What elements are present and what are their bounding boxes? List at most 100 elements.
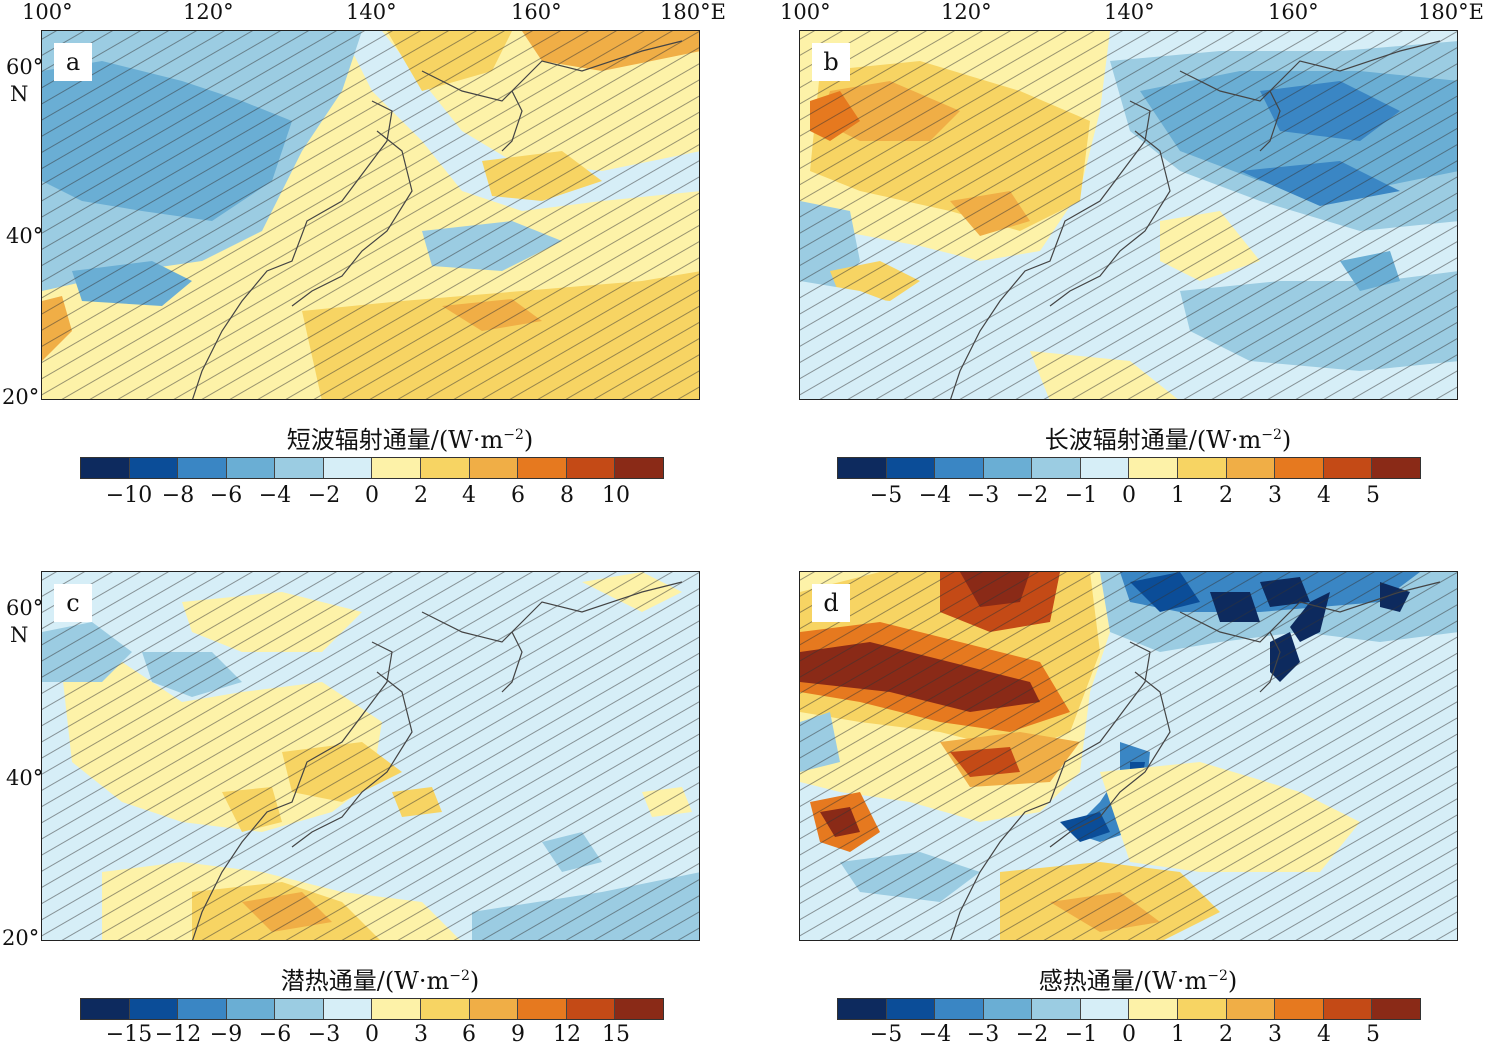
- unit-prefix: /(W·m: [1188, 426, 1262, 454]
- lat-unit: N: [10, 623, 29, 647]
- colorbar-title: 长波辐射通量/(W·m−2): [958, 420, 1378, 455]
- colorbar-cell: [226, 458, 276, 478]
- unit-suffix: ): [469, 967, 480, 995]
- lon-tick: 160°: [1268, 0, 1319, 24]
- map-d: d: [799, 571, 1458, 941]
- colorbar-tick: 9: [511, 1022, 525, 1047]
- lat-tick: 40°: [6, 766, 44, 790]
- colorbar-tick: 2: [414, 483, 428, 508]
- colorbar-tick: 10: [602, 483, 630, 508]
- colorbar-cell: [1323, 458, 1373, 478]
- lon-tick: 180°E: [1418, 0, 1484, 24]
- colorbar-cell: [323, 999, 373, 1019]
- colorbar-tick: 3: [1268, 1022, 1282, 1047]
- colorbar-cell: [983, 458, 1033, 478]
- colorbar-cell: [1129, 999, 1179, 1019]
- colorbar-cell: [1275, 999, 1324, 1019]
- colorbar-tick: 4: [462, 483, 476, 508]
- colorbar-c: [80, 998, 664, 1020]
- colorbar-cell: [372, 999, 422, 1019]
- colorbar-tick: −6: [258, 1022, 292, 1047]
- colorbar-title: 潜热通量/(W·m−2): [170, 961, 590, 996]
- lon-tick: 160°: [511, 0, 562, 24]
- map-c-field: [42, 572, 699, 940]
- map-a-field: [42, 31, 699, 399]
- colorbar-cell: [1080, 999, 1130, 1019]
- colorbar-title: 短波辐射通量/(W·m−2): [200, 420, 620, 455]
- panel-letter: b: [812, 43, 850, 81]
- colorbar-cell: [886, 458, 936, 478]
- unit-prefix: /(W·m: [430, 426, 504, 454]
- colorbar-tick: 1: [1171, 1022, 1185, 1047]
- colorbar-tick: 0: [1122, 483, 1136, 508]
- colorbar-title: 感热通量/(W·m−2): [928, 961, 1348, 996]
- colorbar-cell: [566, 458, 616, 478]
- colorbar-cell: [566, 999, 616, 1019]
- colorbar-title-main: 长波辐射通量: [1044, 426, 1189, 454]
- colorbar-tick: 4: [1317, 483, 1331, 508]
- colorbar-cell: [178, 458, 227, 478]
- colorbar-title-main: 感热通量: [1038, 967, 1135, 995]
- colorbar-tick: 2: [1219, 1022, 1233, 1047]
- unit-suffix: ): [1227, 967, 1238, 995]
- colorbar-tick: 8: [560, 483, 574, 508]
- colorbar-cell: [275, 458, 324, 478]
- map-d-field: [800, 572, 1457, 940]
- colorbar-cell: [1032, 458, 1081, 478]
- colorbar-cell: [1178, 458, 1227, 478]
- colorbar-tick: 4: [1317, 1022, 1331, 1047]
- lon-tick: 120°: [941, 0, 992, 24]
- unit-exp: −2: [449, 968, 470, 984]
- map-a: a: [41, 30, 700, 400]
- lat-unit: N: [10, 82, 29, 106]
- colorbar-cell: [1129, 458, 1179, 478]
- colorbar-title-main: 短波辐射通量: [286, 426, 431, 454]
- colorbar-tick: −5: [869, 1022, 903, 1047]
- colorbar-cell: [275, 999, 324, 1019]
- colorbar-tick: −3: [966, 483, 1000, 508]
- colorbar-tick: 6: [511, 483, 525, 508]
- lat-tick: 40°: [6, 224, 44, 248]
- colorbar-tick: −3: [966, 1022, 1000, 1047]
- colorbar-cell: [129, 999, 179, 1019]
- colorbar-cell: [983, 999, 1033, 1019]
- colorbar-tick: −6: [209, 483, 243, 508]
- map-b-field: [800, 31, 1457, 399]
- lon-tick: 140°: [346, 0, 397, 24]
- colorbar-tick: 5: [1366, 1022, 1380, 1047]
- colorbar-tick: −4: [918, 483, 952, 508]
- colorbar-cell: [323, 458, 373, 478]
- colorbar-tick: −2: [307, 483, 341, 508]
- lon-tick: 100°: [780, 0, 831, 24]
- colorbar-cell: [1226, 458, 1276, 478]
- colorbar-cell: [1080, 458, 1130, 478]
- colorbar-tick: −1: [1064, 1022, 1098, 1047]
- colorbar-tick: 15: [602, 1022, 630, 1047]
- colorbar-tick: 12: [553, 1022, 581, 1047]
- panel-letter: c: [54, 584, 92, 622]
- map-c: c: [41, 571, 700, 941]
- colorbar-tick: −12: [154, 1022, 202, 1047]
- colorbar-cell: [935, 458, 984, 478]
- colorbar-cell: [615, 999, 663, 1019]
- colorbar-cell: [469, 458, 519, 478]
- unit-exp: −2: [1207, 968, 1228, 984]
- colorbar-cell: [838, 999, 887, 1019]
- colorbar-title-main: 潜热通量: [280, 967, 377, 995]
- unit-prefix: /(W·m: [376, 967, 450, 995]
- colorbar-cell: [129, 458, 179, 478]
- colorbar-cell: [81, 999, 130, 1019]
- colorbar-b: [837, 457, 1421, 479]
- lat-tick: 60°: [6, 596, 44, 620]
- colorbar-cell: [518, 458, 567, 478]
- colorbar-cell: [469, 999, 519, 1019]
- colorbar-tick: 1: [1171, 483, 1185, 508]
- colorbar-cell: [1323, 999, 1373, 1019]
- lon-tick: 120°: [183, 0, 234, 24]
- colorbar-tick: 0: [365, 1022, 379, 1047]
- lat-tick: 20°: [2, 926, 40, 950]
- colorbar-tick: 6: [462, 1022, 476, 1047]
- lon-tick: 100°: [22, 0, 73, 24]
- colorbar-cell: [1226, 999, 1276, 1019]
- unit-exp: −2: [503, 427, 524, 443]
